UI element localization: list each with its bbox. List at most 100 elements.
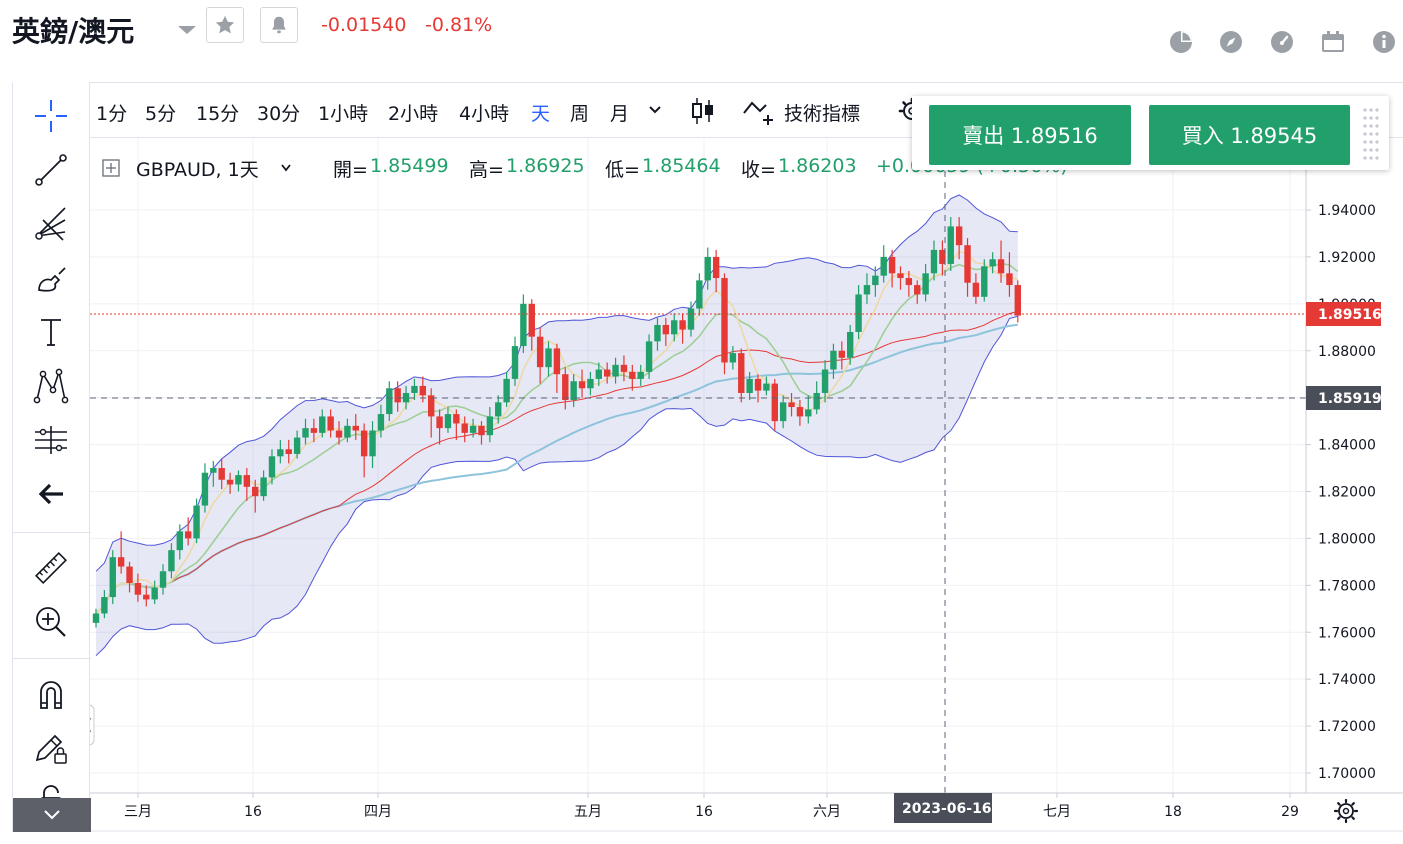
candle-body — [520, 303, 527, 347]
candle-body — [453, 414, 460, 424]
drag-handle-icon[interactable] — [1361, 106, 1379, 164]
measure-tool[interactable] — [31, 420, 71, 460]
trend-line-tool[interactable] — [31, 150, 71, 190]
timeframe-1m[interactable]: 1分 — [96, 103, 128, 125]
candle-body — [813, 392, 820, 410]
candle-body — [989, 259, 996, 267]
candle-body — [444, 414, 452, 429]
ruler-tool[interactable] — [31, 548, 71, 588]
candle-body — [738, 353, 745, 393]
lock-drawing-tool[interactable] — [31, 728, 71, 768]
candle-body — [344, 425, 351, 438]
sell-button[interactable]: 賣出 1.89516 — [929, 105, 1131, 165]
candle-body — [754, 378, 762, 391]
legend-close-value: 1.86203 — [778, 155, 857, 177]
timeframe-15m[interactable]: 15分 — [196, 103, 240, 125]
candle-body — [897, 273, 904, 279]
expand-plus-icon[interactable] — [102, 159, 120, 177]
favorite-button[interactable] — [206, 7, 244, 43]
candle-body — [704, 256, 711, 281]
chevron-down-icon[interactable] — [280, 163, 292, 173]
drawing-toolbar — [12, 82, 91, 832]
candle-body — [201, 472, 209, 506]
candle-body — [671, 320, 678, 335]
info-button[interactable] — [1371, 29, 1397, 55]
candle-body — [319, 416, 326, 433]
candle-body — [888, 256, 896, 274]
candle-body — [578, 381, 586, 389]
magnet-icon — [40, 681, 62, 709]
timeframe-5m[interactable]: 5分 — [145, 103, 177, 125]
candle-body — [788, 402, 795, 408]
back-button[interactable] — [31, 474, 71, 514]
timeframe-1h[interactable]: 1小時 — [318, 103, 369, 125]
lock-pencil-icon — [35, 734, 67, 764]
price-axis-label: 1.78000 — [1318, 578, 1376, 594]
candle-body — [536, 336, 544, 368]
candle-body — [277, 449, 284, 457]
alert-button[interactable] — [260, 7, 298, 43]
brush-tool[interactable] — [31, 258, 71, 298]
pattern-tool[interactable] — [31, 366, 71, 406]
chevron-down-icon[interactable] — [648, 103, 662, 117]
zoom-in-tool[interactable] — [31, 602, 71, 642]
candle-body — [1006, 273, 1013, 286]
candle-body — [109, 557, 116, 598]
timeframe-month[interactable]: 月 — [610, 103, 630, 125]
toolbar-scroll-down-button[interactable] — [13, 798, 91, 832]
candle-body — [218, 468, 225, 480]
timeframe-4h[interactable]: 4小時 — [459, 103, 510, 125]
bell-icon — [272, 16, 286, 34]
candle-body — [847, 331, 854, 358]
symbol-dropdown-chevron-icon[interactable] — [178, 26, 196, 34]
timeframe-week[interactable]: 周 — [570, 103, 590, 125]
trade-panel: 賣出 1.89516 買入 1.89545 — [912, 96, 1389, 170]
crosshair-icon — [35, 100, 67, 132]
candle-style-icon[interactable] — [690, 96, 716, 126]
timeframe-day[interactable]: 天 — [531, 103, 551, 125]
candle-body — [805, 409, 812, 417]
price-axis-label: 1.72000 — [1318, 719, 1376, 735]
zoom-in-icon — [36, 607, 66, 637]
candle-body — [880, 256, 887, 276]
fib-tool[interactable] — [31, 204, 71, 244]
legend-open-label: 開= — [333, 159, 368, 181]
candle-body — [595, 369, 602, 379]
crosshair-tool[interactable] — [31, 96, 71, 136]
time-axis-label: 四月 — [364, 804, 392, 820]
candle-body — [955, 226, 963, 246]
chart-grid — [90, 138, 1306, 793]
candle-body — [260, 477, 267, 497]
candle-body — [386, 388, 393, 415]
candle-body — [101, 597, 108, 614]
candle-body — [92, 613, 100, 623]
candle-body — [654, 324, 661, 342]
price-axis-label: 1.74000 — [1318, 672, 1376, 688]
text-tool[interactable] — [31, 312, 71, 352]
price-change-absolute: -0.01540 — [321, 14, 407, 36]
gauge-button[interactable] — [1269, 29, 1295, 55]
candle-body — [528, 303, 535, 337]
calendar-button[interactable] — [1320, 29, 1346, 55]
current-price-label: 1.89516 — [1318, 307, 1382, 323]
candle-body — [428, 395, 435, 417]
timeframe-30m[interactable]: 30分 — [257, 103, 301, 125]
candle-body — [226, 479, 234, 485]
chart-settings-gear-icon[interactable] — [1333, 798, 1359, 824]
magnet-tool[interactable] — [31, 674, 71, 714]
candle-body — [436, 416, 443, 429]
candle-body — [126, 566, 133, 583]
indicators-button[interactable]: 技術指標 — [784, 103, 861, 125]
time-axis-label: 18 — [1164, 804, 1182, 820]
compass-button[interactable] — [1218, 29, 1244, 55]
info-icon — [1373, 31, 1395, 53]
candle-body — [830, 350, 837, 370]
candle-body — [545, 348, 552, 368]
candles-group — [92, 217, 1021, 628]
timeframe-2h[interactable]: 2小時 — [388, 103, 439, 125]
buy-button[interactable]: 買入 1.89545 — [1149, 105, 1350, 165]
pie-chart-button[interactable] — [1168, 29, 1194, 55]
candle-body — [327, 416, 334, 431]
legend-symbol[interactable]: GBPAUD, 1天 — [136, 159, 259, 181]
